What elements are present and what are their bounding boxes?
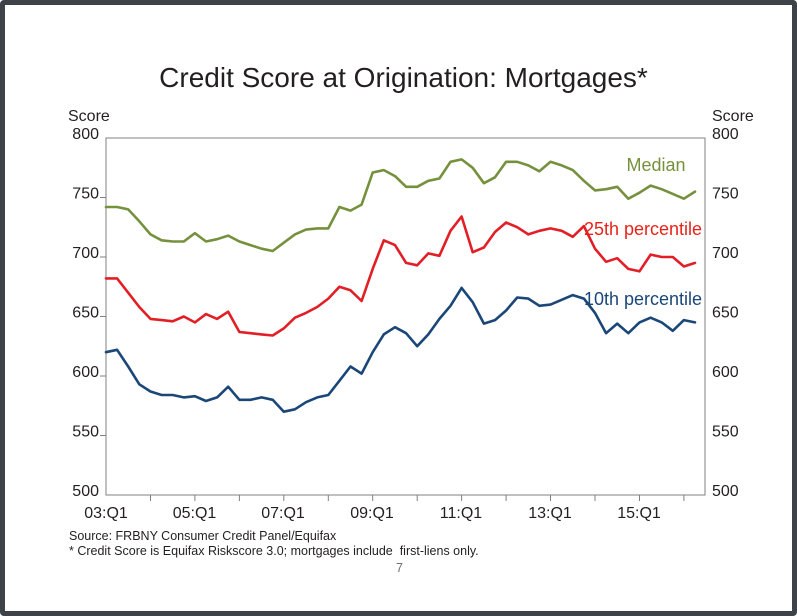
- svg-text:Score: Score: [68, 108, 110, 125]
- svg-text:550: 550: [72, 424, 99, 441]
- svg-text:05:Q1: 05:Q1: [173, 505, 217, 522]
- svg-text:03:Q1: 03:Q1: [84, 505, 128, 522]
- svg-text:07:Q1: 07:Q1: [261, 505, 305, 522]
- svg-text:15:Q1: 15:Q1: [617, 505, 661, 522]
- svg-text:750: 750: [712, 186, 739, 203]
- svg-text:750: 750: [72, 186, 99, 203]
- svg-text:500: 500: [712, 483, 739, 500]
- svg-text:600: 600: [72, 364, 99, 381]
- svg-text:09:Q1: 09:Q1: [350, 505, 394, 522]
- svg-text:10th percentile: 10th percentile: [584, 289, 702, 309]
- svg-text:700: 700: [712, 245, 739, 262]
- svg-text:25th percentile: 25th percentile: [584, 219, 702, 239]
- svg-text:11:Q1: 11:Q1: [440, 505, 483, 522]
- svg-text:800: 800: [72, 126, 99, 143]
- svg-text:Score: Score: [712, 108, 754, 125]
- svg-text:600: 600: [712, 364, 739, 381]
- svg-text:500: 500: [72, 483, 99, 500]
- svg-text:800: 800: [712, 126, 739, 143]
- svg-text:650: 650: [712, 305, 739, 322]
- svg-text:Median: Median: [626, 155, 685, 175]
- svg-text:550: 550: [712, 424, 739, 441]
- svg-text:13:Q1: 13:Q1: [528, 505, 572, 522]
- svg-text:650: 650: [72, 305, 99, 322]
- svg-text:700: 700: [72, 245, 99, 262]
